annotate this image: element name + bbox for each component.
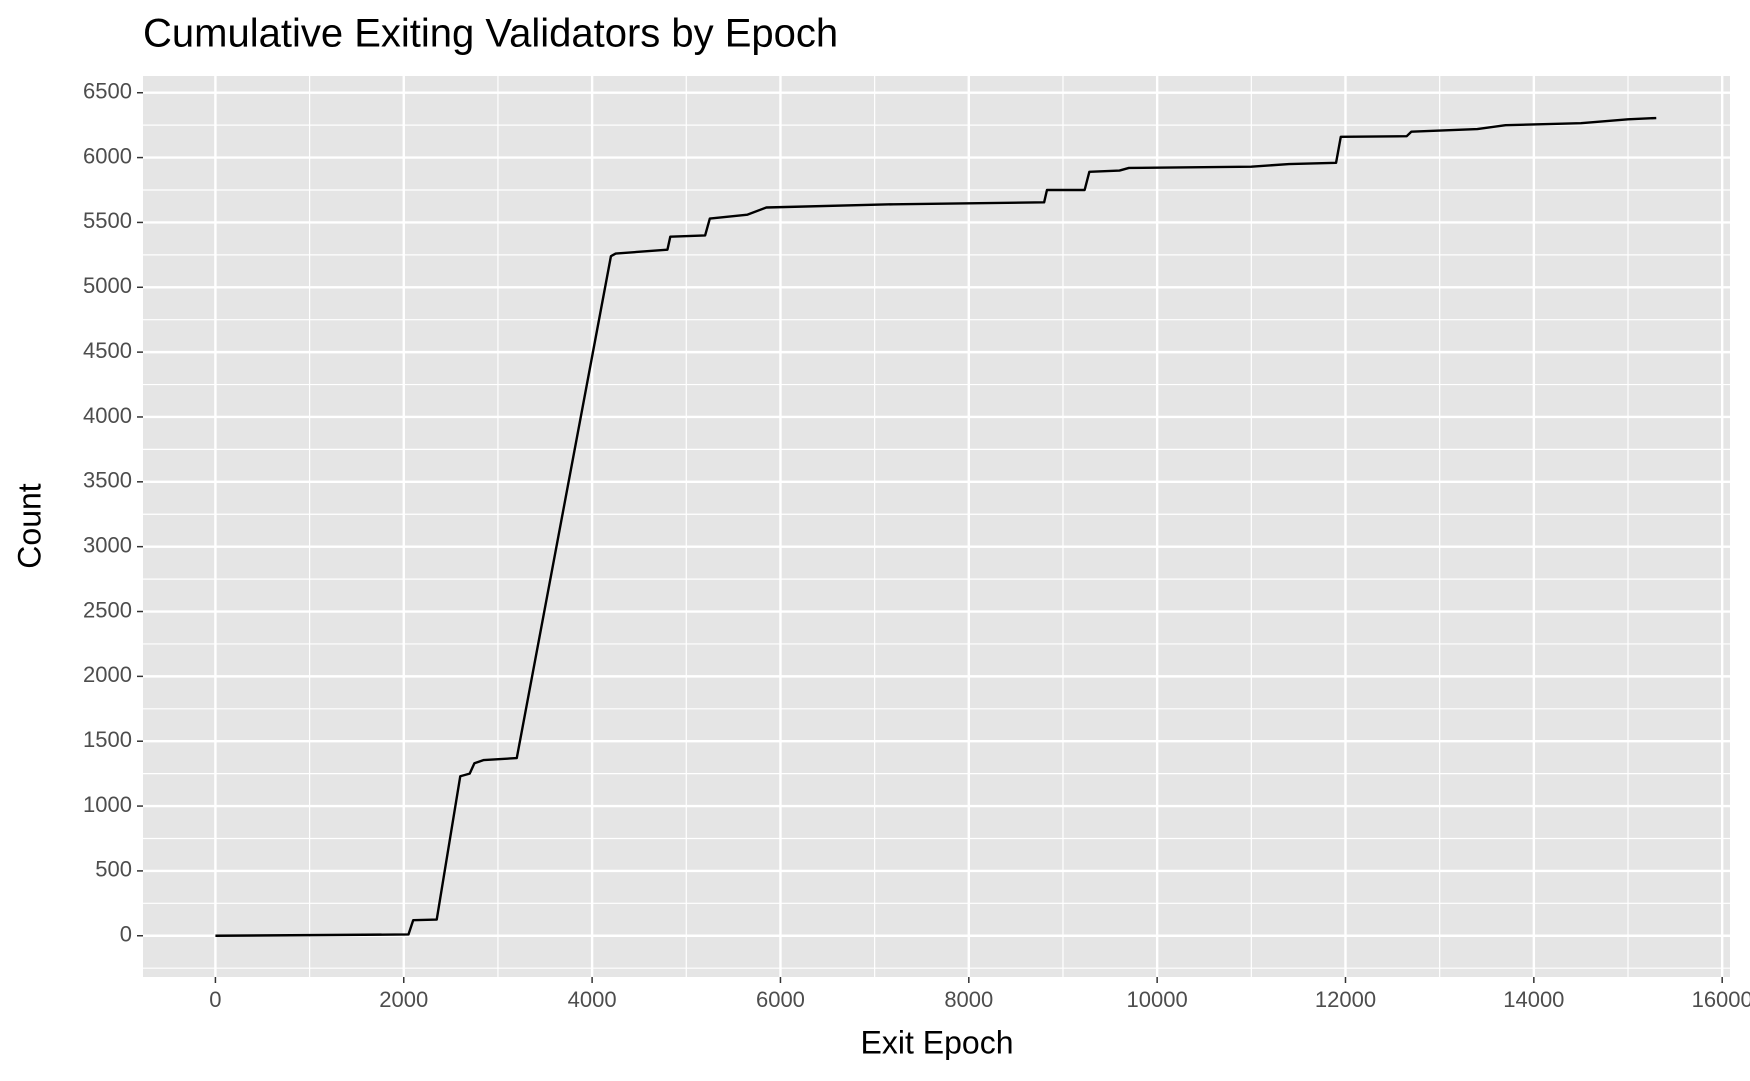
x-tick-label: 12000 [1315, 987, 1376, 1012]
data-line [215, 116, 1657, 937]
x-tick-label: 4000 [568, 987, 617, 1012]
x-tick-label: 6000 [756, 987, 805, 1012]
y-tick-label: 5500 [83, 208, 132, 233]
y-tick-label: 5000 [83, 273, 132, 298]
x-axis-title: Exit Epoch [861, 1024, 1014, 1060]
y-tick-label: 1500 [83, 727, 132, 752]
x-tick-label: 16000 [1692, 987, 1750, 1012]
y-tick-label: 6000 [83, 143, 132, 168]
y-tick-label: 6500 [83, 79, 132, 104]
x-tick-label: 2000 [379, 987, 428, 1012]
x-tick-label: 8000 [944, 987, 993, 1012]
y-tick-label: 3500 [83, 468, 132, 493]
x-tick-label: 14000 [1503, 987, 1564, 1012]
y-tick-label: 4500 [83, 338, 132, 363]
y-tick-label: 3000 [83, 532, 132, 557]
y-tick-label: 2500 [83, 597, 132, 622]
plot-panel [143, 76, 1730, 977]
y-tick-label: 1000 [83, 792, 132, 817]
y-tick-label: 500 [95, 857, 132, 882]
chart-title: Cumulative Exiting Validators by Epoch [143, 12, 838, 56]
y-axis-title: Count [11, 483, 47, 569]
x-tick-label: 0 [209, 987, 221, 1012]
x-tick-label: 10000 [1127, 987, 1188, 1012]
y-tick-label: 4000 [83, 403, 132, 428]
y-tick-label: 2000 [83, 662, 132, 687]
y-tick-label: 0 [120, 922, 132, 947]
